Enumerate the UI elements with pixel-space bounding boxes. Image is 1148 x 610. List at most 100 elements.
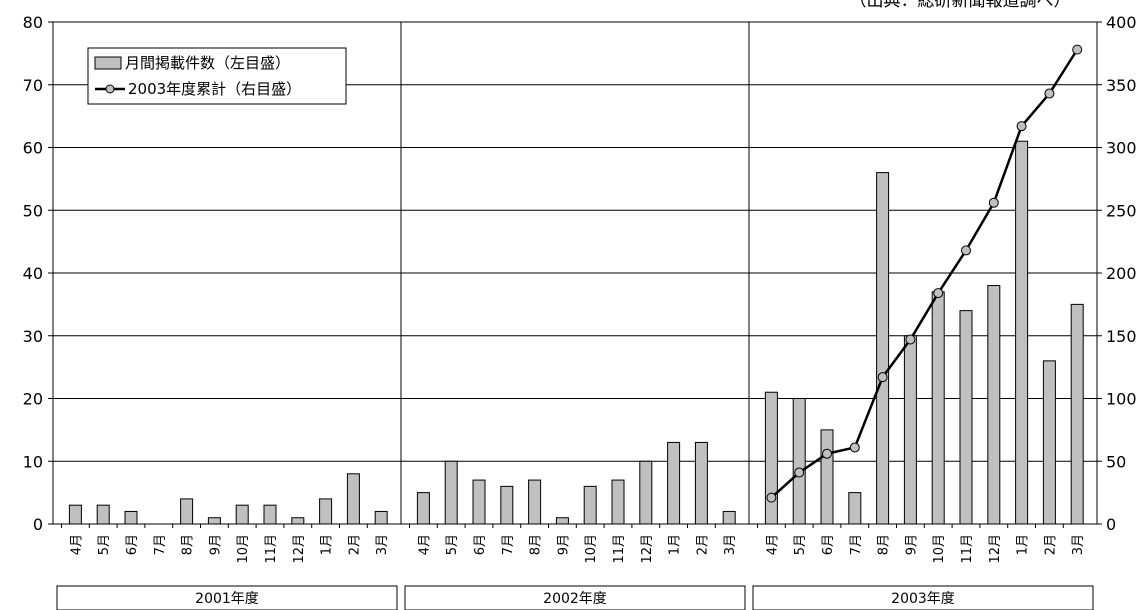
y-left-tick-label: 0 bbox=[33, 515, 43, 534]
x-tick-label: 4月 bbox=[69, 534, 84, 555]
bar bbox=[820, 429, 834, 525]
bar bbox=[374, 510, 388, 525]
cumulative-point bbox=[988, 197, 999, 208]
y-right-tick-label: 300 bbox=[1106, 139, 1137, 158]
bar bbox=[68, 504, 82, 525]
x-tick-label: 9月 bbox=[556, 534, 571, 555]
y-right-tick-label: 150 bbox=[1106, 327, 1137, 346]
bar bbox=[931, 291, 945, 525]
group-label: 2003年度 bbox=[891, 591, 955, 607]
x-tick-label: 3月 bbox=[1071, 534, 1086, 555]
x-tick-label: 11月 bbox=[264, 534, 279, 564]
x-tick-label: 11月 bbox=[960, 534, 975, 564]
y-left-tick-label: 50 bbox=[23, 201, 43, 220]
y-left-tick-label: 80 bbox=[23, 13, 43, 32]
x-tick-label: 6月 bbox=[125, 534, 140, 555]
group-label-box bbox=[404, 585, 746, 610]
cumulative-point bbox=[933, 288, 944, 299]
bar bbox=[235, 504, 249, 525]
bar bbox=[180, 498, 194, 525]
cumulative-point bbox=[822, 448, 832, 459]
bar bbox=[987, 285, 1001, 525]
cumulative-point bbox=[961, 245, 971, 256]
legend: 月間掲載件数（左目盛） 2003年度累計（右目盛） bbox=[87, 47, 347, 105]
x-tick-label: 7月 bbox=[153, 534, 168, 555]
bar bbox=[124, 510, 138, 525]
y-right-tick-label: 400 bbox=[1106, 13, 1137, 32]
bar bbox=[207, 517, 221, 525]
bar bbox=[555, 517, 569, 525]
bar bbox=[722, 510, 736, 525]
bar bbox=[764, 391, 778, 525]
y-left-tick-label: 40 bbox=[23, 264, 43, 283]
group-label-box bbox=[56, 585, 398, 610]
cumulative-point bbox=[1044, 88, 1055, 99]
bar bbox=[96, 504, 110, 525]
x-tick-label: 10月 bbox=[584, 534, 599, 564]
x-tick-label: 7月 bbox=[849, 534, 864, 555]
chart-title: （出典：総研新聞報道調べ） bbox=[850, 0, 1071, 11]
cumulative-point bbox=[794, 467, 805, 478]
y-right-tick-label: 200 bbox=[1106, 264, 1137, 283]
bar bbox=[959, 310, 973, 525]
cumulative-line bbox=[766, 44, 1083, 503]
legend-bar-label: 月間掲載件数（左目盛） bbox=[125, 54, 290, 72]
y-left-tick-label: 10 bbox=[23, 452, 43, 471]
x-tick-label: 2月 bbox=[347, 534, 362, 555]
x-tick-label: 1月 bbox=[668, 534, 683, 555]
legend-line-marker bbox=[105, 84, 115, 94]
x-tick-label: 3月 bbox=[723, 534, 738, 555]
x-tick-label: 6月 bbox=[473, 534, 488, 555]
group-label: 2001年度 bbox=[195, 591, 259, 607]
bar bbox=[291, 517, 305, 525]
bar bbox=[903, 335, 917, 525]
x-tick-label: 3月 bbox=[375, 534, 390, 555]
bar bbox=[346, 473, 360, 525]
cumulative-point bbox=[849, 442, 860, 453]
y-left-tick-label: 30 bbox=[23, 327, 43, 346]
y-right-tick-label: 250 bbox=[1106, 201, 1137, 220]
x-tick-label: 9月 bbox=[904, 534, 919, 555]
x-tick-label: 5月 bbox=[445, 534, 460, 555]
x-tick-label: 11月 bbox=[612, 534, 627, 564]
cumulative-line-path bbox=[770, 48, 1079, 499]
bars bbox=[68, 140, 1084, 525]
bar bbox=[1070, 303, 1084, 525]
bar bbox=[263, 504, 277, 525]
x-tick-label: 10月 bbox=[932, 534, 947, 564]
x-tick-label: 12月 bbox=[292, 534, 307, 564]
cumulative-point bbox=[905, 334, 916, 345]
x-tick-label: 5月 bbox=[97, 534, 112, 555]
x-tick-label: 2月 bbox=[695, 534, 710, 555]
legend-line-label: 2003年度累計（右目盛） bbox=[128, 80, 301, 98]
x-tick-label: 1月 bbox=[1016, 534, 1031, 555]
x-tick-label: 7月 bbox=[501, 534, 516, 555]
bar bbox=[528, 479, 542, 525]
x-tick-label: 10月 bbox=[236, 534, 251, 564]
legend-box bbox=[87, 47, 347, 105]
x-tick-label: 1月 bbox=[320, 534, 335, 555]
bar bbox=[1015, 140, 1029, 525]
bar bbox=[848, 492, 862, 525]
x-tick-label: 12月 bbox=[988, 534, 1003, 564]
group-label: 2002年度 bbox=[543, 591, 607, 607]
cumulative-point bbox=[766, 492, 777, 503]
bar bbox=[694, 441, 708, 525]
x-tick-label: 4月 bbox=[417, 534, 432, 555]
y-right-tick-label: 0 bbox=[1106, 515, 1116, 534]
bar bbox=[319, 498, 333, 525]
y-left-tick-label: 70 bbox=[23, 76, 43, 95]
bar bbox=[416, 492, 430, 525]
x-tick-label: 8月 bbox=[181, 534, 196, 555]
x-tick-label: 4月 bbox=[765, 534, 780, 555]
legend-bar-swatch bbox=[94, 56, 122, 70]
cumulative-point bbox=[1072, 44, 1083, 55]
x-tick-label: 6月 bbox=[821, 534, 836, 555]
y-right-tick-label: 50 bbox=[1106, 452, 1126, 471]
bar bbox=[639, 460, 653, 525]
y-left-tick-label: 20 bbox=[23, 390, 43, 409]
x-tick-label: 12月 bbox=[640, 534, 655, 564]
bar bbox=[667, 441, 681, 525]
y-right-tick-label: 350 bbox=[1106, 76, 1137, 95]
